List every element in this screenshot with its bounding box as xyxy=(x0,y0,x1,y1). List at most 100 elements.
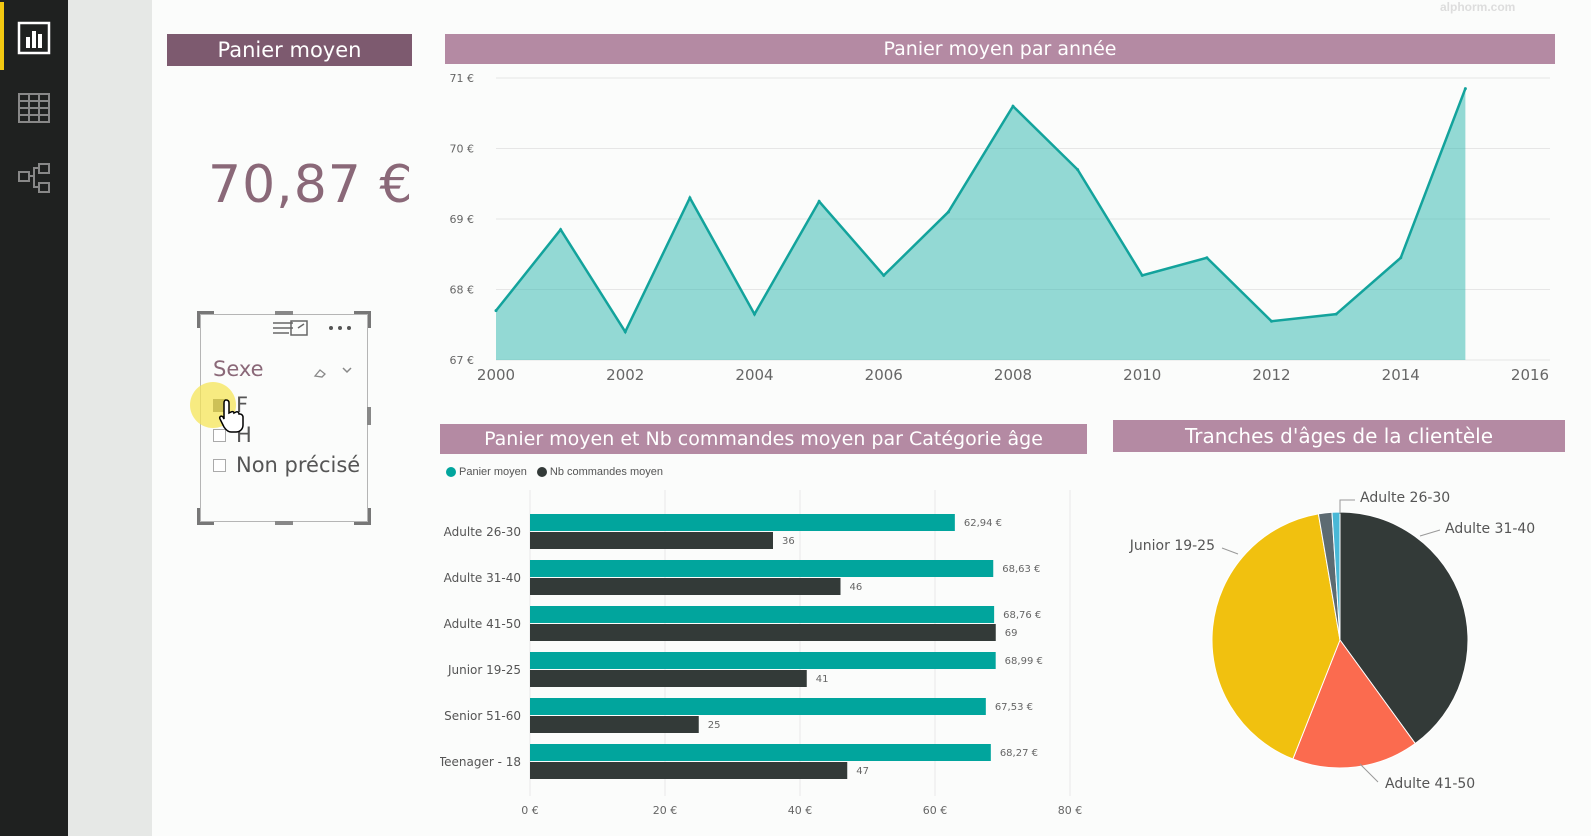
data-point xyxy=(1334,312,1338,316)
data-point xyxy=(1205,256,1209,260)
slice-label: Junior 19-25 xyxy=(1129,538,1215,554)
left-nav-bar xyxy=(0,0,68,836)
data-label: 25 xyxy=(708,720,721,731)
slicer-item-non-precise[interactable]: Non précisé xyxy=(213,453,360,477)
data-point xyxy=(753,312,756,316)
data-label: 36 xyxy=(782,536,795,547)
data-point xyxy=(1463,87,1467,91)
kpi-title: Panier moyen xyxy=(167,34,412,66)
bar-chart[interactable]: 0 € 20 € 40 € 60 € 80 € Adulte 26-30 62,94 € 36… xyxy=(440,490,1090,830)
resize-handle-tr[interactable] xyxy=(354,311,371,328)
data-label: 69 xyxy=(1005,628,1018,639)
x-tick-label: 0 € xyxy=(521,804,539,817)
x-tick-label: 40 € xyxy=(788,804,813,817)
kpi-value: 70,87 € xyxy=(208,155,414,215)
chevron-down-icon[interactable] xyxy=(341,365,353,375)
data-point xyxy=(559,228,563,232)
bar-chart-legend: Panier moyen Nb commandes moyen xyxy=(446,466,663,478)
area-chart-title: Panier moyen par année xyxy=(445,34,1555,64)
pie-slice xyxy=(1211,513,1341,760)
leader-line xyxy=(1221,547,1239,555)
data-label: 62,94 € xyxy=(964,518,1002,529)
slice-label: Adulte 31-40 xyxy=(1445,521,1535,537)
slicer-title: Sexe xyxy=(213,357,264,381)
data-point xyxy=(882,273,886,277)
x-tick-label: 2010 xyxy=(1123,366,1161,384)
canvas-gutter xyxy=(68,0,152,836)
eraser-icon[interactable] xyxy=(313,367,327,379)
x-tick-label: 2002 xyxy=(606,366,644,384)
y-tick-label: 70 € xyxy=(450,143,475,156)
category-label: Teenager - 18 xyxy=(440,755,521,769)
resize-handle-bottom[interactable] xyxy=(275,521,293,525)
watermark: alphorm.com xyxy=(1440,0,1516,14)
slicer-item-label: Non précisé xyxy=(236,453,361,477)
data-label: 68,27 € xyxy=(1000,748,1038,759)
area-series-line xyxy=(495,88,1467,335)
leader-line xyxy=(1339,499,1355,514)
legend-dot-icon xyxy=(446,467,456,478)
leader-line xyxy=(1419,529,1441,537)
data-view-icon[interactable] xyxy=(12,86,56,130)
category-label: Adulte 31-40 xyxy=(444,571,521,585)
checkbox-h[interactable] xyxy=(213,428,226,442)
bar xyxy=(530,762,848,779)
bar xyxy=(530,652,996,669)
category-label: Adulte 26-30 xyxy=(444,525,521,539)
data-point xyxy=(1270,319,1273,323)
data-label: 46 xyxy=(850,582,863,593)
data-point xyxy=(494,309,498,313)
resize-handle-right[interactable] xyxy=(367,407,371,425)
data-label: 68,63 € xyxy=(1002,564,1040,575)
data-label: 47 xyxy=(856,766,869,777)
resize-handle-br[interactable] xyxy=(354,508,371,525)
bar xyxy=(530,606,995,623)
y-tick-label: 68 € xyxy=(450,284,475,297)
bar xyxy=(530,624,996,641)
x-tick-label: 2006 xyxy=(865,366,903,384)
data-point xyxy=(623,330,627,334)
x-tick-label: 60 € xyxy=(923,804,948,817)
y-tick-label: 69 € xyxy=(450,213,475,226)
bar xyxy=(530,560,994,577)
slice-label: Adulte 41-50 xyxy=(1385,776,1475,792)
data-point xyxy=(1011,104,1015,108)
pie-chart-title: Tranches d'âges de la clientèle xyxy=(1113,420,1565,452)
x-tick-label: 20 € xyxy=(653,804,678,817)
y-tick-label: 71 € xyxy=(450,72,475,85)
data-point xyxy=(946,210,950,214)
slicer-item-label: F xyxy=(236,393,249,417)
area-fill xyxy=(496,88,1466,360)
x-tick-label: 2014 xyxy=(1382,366,1420,384)
resize-handle-bl[interactable] xyxy=(197,508,214,525)
resize-handle-top[interactable] xyxy=(275,311,293,315)
bar xyxy=(530,716,699,733)
data-point xyxy=(817,199,821,203)
relationships-view-icon[interactable] xyxy=(12,156,56,200)
category-label: Senior 51-60 xyxy=(444,709,521,723)
hand-cursor-icon xyxy=(219,399,244,433)
area-chart[interactable]: 67 € 68 € 69 € 70 € 71 € 2000 2002 2004 2006 2008… xyxy=(440,66,1560,396)
more-options-icon[interactable] xyxy=(327,323,357,333)
bar xyxy=(530,698,986,715)
resize-handle-tl[interactable] xyxy=(197,311,214,328)
bar xyxy=(530,744,991,761)
pie-chart[interactable]: Adulte 31-40 Adulte 41-50 Junior 19-25 Adul… xyxy=(1110,470,1580,830)
legend-dot-icon xyxy=(536,467,547,478)
x-tick-label: 2016 xyxy=(1511,366,1549,384)
legend-item-nb-commandes[interactable]: Nb commandes moyen xyxy=(536,466,663,478)
data-point xyxy=(1076,168,1080,172)
focus-mode-icon[interactable] xyxy=(271,317,311,339)
x-tick-label: 2008 xyxy=(994,366,1032,384)
bar xyxy=(530,578,841,595)
legend-item-panier[interactable]: Panier moyen xyxy=(446,466,527,478)
report-view-icon[interactable] xyxy=(12,16,56,60)
data-label: 68,76 € xyxy=(1003,610,1041,621)
checkbox-non-precise[interactable] xyxy=(213,458,226,472)
pie-slice xyxy=(1339,511,1469,745)
x-tick-label: 2012 xyxy=(1252,366,1290,384)
y-tick-label: 67 € xyxy=(450,354,475,367)
bar xyxy=(530,514,955,531)
data-label: 41 xyxy=(816,674,829,685)
bar xyxy=(530,532,773,549)
